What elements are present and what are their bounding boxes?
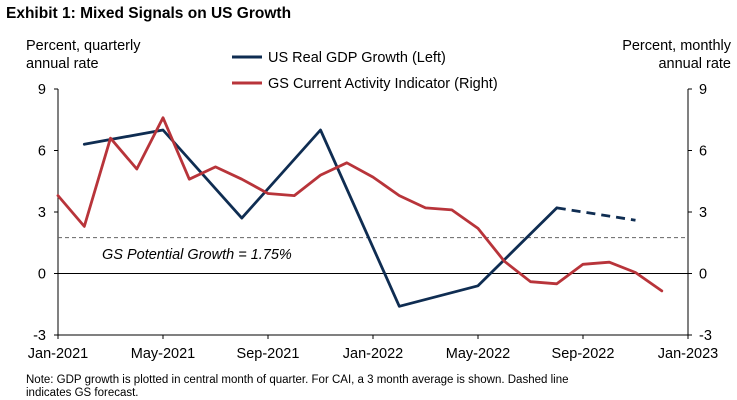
legend-label-gdp: US Real GDP Growth (Left) [268, 50, 446, 66]
right-axis-label: Percent, monthly annual rate [622, 38, 732, 72]
plot-area: -3 -3 0 0 3 3 6 6 9 9 Jan-2021 May-2021 Sep-2021 Jan-… [28, 82, 718, 362]
left-y-tick-label: -3 [33, 328, 46, 344]
left-axis-label: Percent, quarterly annual rate [26, 38, 141, 72]
cai-line [56, 116, 664, 293]
x-tick-label: May-2021 [131, 346, 195, 362]
right-y-tick-label: 0 [699, 267, 707, 283]
left-y-tick-label: 9 [38, 82, 46, 98]
potential-growth-label: GS Potential Growth = 1.75% [102, 247, 292, 263]
gdp-growth-line [82, 128, 559, 308]
chart-title: Exhibit 1: Mixed Signals on US Growth [6, 5, 291, 22]
left-y-tick-label: 6 [38, 144, 46, 160]
left-axis-label-line-2: annual rate [26, 56, 99, 72]
x-tick-label: Jan-2023 [658, 346, 718, 362]
x-tick-label: Jan-2022 [343, 346, 403, 362]
x-tick-label: Jan-2021 [28, 346, 88, 362]
right-y-tick-label: 9 [699, 82, 707, 98]
x-tick-label: Sep-2021 [237, 346, 300, 362]
right-y-tick-label: -3 [699, 328, 712, 344]
legend: US Real GDP Growth (Left) GS Current Act… [232, 50, 498, 92]
left-axis-label-line-1: Percent, quarterly [26, 38, 141, 54]
left-y-tick-label: 0 [38, 267, 46, 283]
axes: -3 -3 0 0 3 3 6 6 9 9 Jan-2021 May-2021 Sep-2021 Jan-… [28, 82, 718, 362]
legend-label-cai: GS Current Activity Indicator (Right) [268, 76, 498, 92]
right-y-tick-label: 3 [699, 205, 707, 221]
right-y-tick-label: 6 [699, 144, 707, 160]
footnote: Note: GDP growth is plotted in central m… [26, 374, 568, 399]
footnote-line-2: indicates GS forecast. [26, 387, 139, 399]
right-axis-label-line-1: Percent, monthly [622, 38, 732, 54]
x-tick-label: Sep-2022 [552, 346, 615, 362]
right-axis-label-line-2: annual rate [658, 56, 731, 72]
footnote-line-1: Note: GDP growth is plotted in central m… [26, 374, 568, 386]
left-y-tick-label: 3 [38, 205, 46, 221]
gdp-forecast-line [556, 206, 636, 222]
series-lines [56, 116, 664, 308]
x-tick-label: May-2022 [446, 346, 510, 362]
